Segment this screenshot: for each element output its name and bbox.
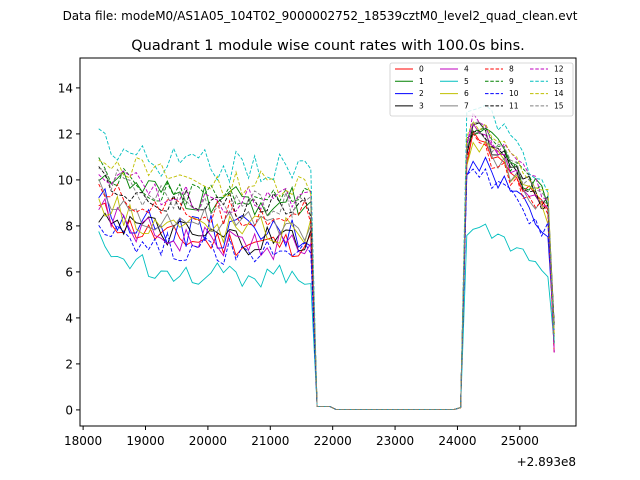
- y-tick-label: 14: [58, 81, 73, 95]
- legend-label-10: 10: [509, 89, 519, 98]
- y-tick-label: 12: [58, 127, 73, 141]
- legend-label-13: 13: [554, 77, 564, 86]
- legend-label-9: 9: [509, 77, 514, 86]
- x-offset-label: +2.893e8: [517, 455, 576, 469]
- x-axis: 18000 19000 20000 21000 22000 23000 24000 25000: [64, 426, 539, 448]
- legend-label-12: 12: [554, 65, 564, 74]
- y-tick-label: 8: [65, 219, 73, 233]
- y-tick-label: 0: [65, 403, 73, 417]
- legend-label-7: 7: [464, 102, 469, 111]
- legend-label-15: 15: [554, 102, 564, 111]
- y-tick-label: 2: [65, 357, 73, 371]
- x-tick-label: 18000: [64, 434, 102, 448]
- y-tick-label: 4: [65, 311, 73, 325]
- legend-label-6: 6: [464, 89, 469, 98]
- chart-title: Quadrant 1 module wise count rates with …: [131, 38, 525, 54]
- y-tick-label: 10: [58, 173, 73, 187]
- x-tick-label: 25000: [501, 434, 539, 448]
- legend-label-5: 5: [464, 77, 469, 86]
- legend-box: [389, 62, 574, 117]
- x-tick-label: 19000: [126, 434, 164, 448]
- legend-label-2: 2: [419, 89, 424, 98]
- x-tick-label: 21000: [251, 434, 289, 448]
- legend-label-8: 8: [509, 65, 514, 74]
- file-label: Data file: modeM0/AS1A05_104T02_90000027…: [63, 9, 578, 23]
- x-tick-label: 20000: [189, 434, 227, 448]
- y-axis: 0 2 4 6 8 10 12 14: [58, 81, 80, 417]
- x-tick-label: 22000: [314, 434, 352, 448]
- series-layer: [98, 104, 555, 410]
- series-line-15: [98, 121, 555, 410]
- y-tick-label: 6: [65, 265, 73, 279]
- legend-label-4: 4: [464, 65, 469, 74]
- legend-label-14: 14: [554, 89, 564, 98]
- x-tick-label: 23000: [376, 434, 414, 448]
- x-tick-label: 24000: [438, 434, 476, 448]
- legend-label-1: 1: [419, 77, 424, 86]
- legend-label-3: 3: [419, 102, 424, 111]
- legend-label-0: 0: [419, 65, 424, 74]
- series-line-9: [98, 127, 555, 410]
- legend-label-11: 11: [509, 102, 519, 111]
- plot-area: [79, 57, 577, 427]
